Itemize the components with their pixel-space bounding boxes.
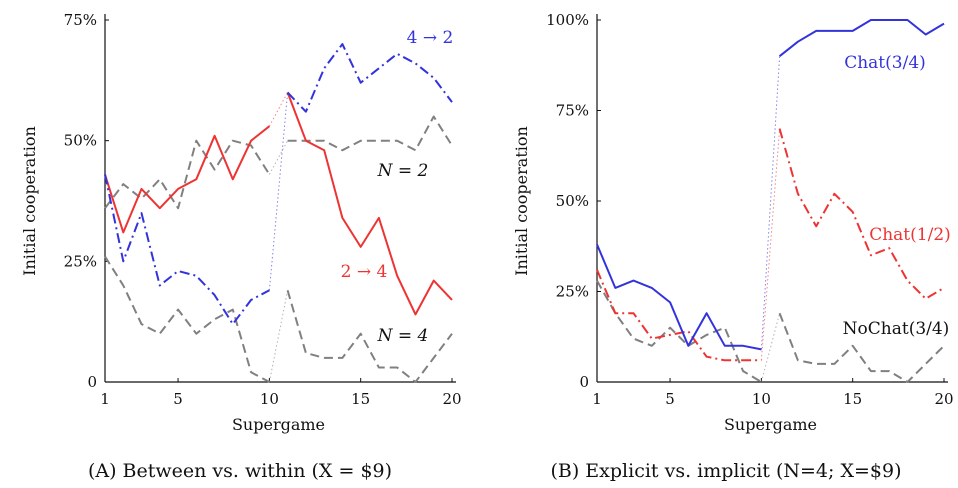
panel-b-x-tick-label: 15 bbox=[843, 390, 862, 408]
panel-a-x-tick-label: 1 bbox=[100, 390, 110, 408]
panel-b-y-tick-label: 75% bbox=[556, 102, 589, 120]
panel-a-x-axis-label: Supergame bbox=[232, 415, 325, 434]
panel-b-y-tick-label: 50% bbox=[556, 192, 589, 210]
panel-a-series-0-line-part2 bbox=[287, 115, 453, 152]
panel-a-series-3-line-part1 bbox=[104, 174, 270, 326]
panel-b-y-tick-label: 100% bbox=[546, 11, 589, 29]
panel-a-series-2-line-part1 bbox=[104, 125, 271, 234]
panel-a-series-3-line-part2 bbox=[286, 43, 453, 113]
annotation-4-to-2: 4 → 2 bbox=[407, 28, 454, 48]
panel-a-y-axis-label: Initial cooperation bbox=[20, 126, 39, 276]
panel-a-x-tick-label: 15 bbox=[351, 390, 370, 408]
annotation-nochat-3-4: NoChat(3/4) bbox=[843, 319, 950, 339]
panel-b-x-axis-label: Supergame bbox=[724, 415, 817, 434]
panel-a-y-tick-label: 50% bbox=[64, 132, 97, 150]
panel-a-x-tick-label: 5 bbox=[173, 390, 183, 408]
panel-b-y-axis-label: Initial cooperation bbox=[512, 126, 531, 276]
panel-b-x-tick-label: 1 bbox=[592, 390, 602, 408]
panel-a-y-tick-label: 75% bbox=[64, 11, 97, 29]
panel-a-series-2-break-connector bbox=[268, 92, 289, 127]
panel-b-series-2-line-part1 bbox=[596, 244, 762, 351]
panel-b-series-0-line-part2 bbox=[778, 312, 945, 383]
panel-a-series-1-line-part2 bbox=[286, 290, 453, 383]
panel-a-series-1-line-part1 bbox=[104, 255, 270, 383]
panel-b-series-1-break-connector bbox=[760, 128, 781, 361]
panel-b-series-1-line-part2 bbox=[778, 128, 945, 300]
annotation-chat-3-4: Chat(3/4) bbox=[844, 53, 926, 73]
panel-b-x-tick-label: 20 bbox=[934, 390, 953, 408]
panel-b-y-tick-label: 25% bbox=[556, 283, 589, 301]
annotation-2-to-4: 2 → 4 bbox=[341, 262, 388, 282]
panel-a-series-0-line-part1 bbox=[104, 139, 271, 210]
panel-b-y-tick-label: 0 bbox=[579, 373, 589, 391]
panel-a-x-tick-label: 20 bbox=[442, 390, 461, 408]
annotation-n-4: N = 4 bbox=[377, 326, 429, 346]
panel-b-series-1-line-part1 bbox=[596, 269, 762, 362]
panel-a-caption: (A) Between vs. within (X = $9) bbox=[88, 460, 392, 482]
panel-a-series-1-break-connector bbox=[268, 290, 289, 383]
panel-a-y-tick-label: 0 bbox=[87, 373, 97, 391]
panel-b-x-tick-label: 10 bbox=[752, 390, 771, 408]
annotation-n-2: N = 2 bbox=[377, 161, 429, 181]
panel-a-x-tick-label: 10 bbox=[260, 390, 279, 408]
panel-b-series-0-line-part1 bbox=[596, 280, 762, 383]
panel-b-series-2-break-connector bbox=[760, 56, 781, 350]
panel-b-x-tick-label: 5 bbox=[665, 390, 675, 408]
panel-a-series-3-break-connector bbox=[268, 92, 289, 291]
panel-a-y-tick-label: 25% bbox=[64, 252, 97, 270]
annotation-chat-1-2: Chat(1/2) bbox=[869, 225, 951, 245]
panel-a-series-2-line-part2 bbox=[286, 92, 453, 316]
panel-b-series-2-line-part2 bbox=[778, 19, 945, 57]
panel-a-series-0-break-connector bbox=[268, 140, 289, 175]
panel-b-caption: (B) Explicit vs. implicit (N=4; X=$9) bbox=[550, 460, 901, 482]
